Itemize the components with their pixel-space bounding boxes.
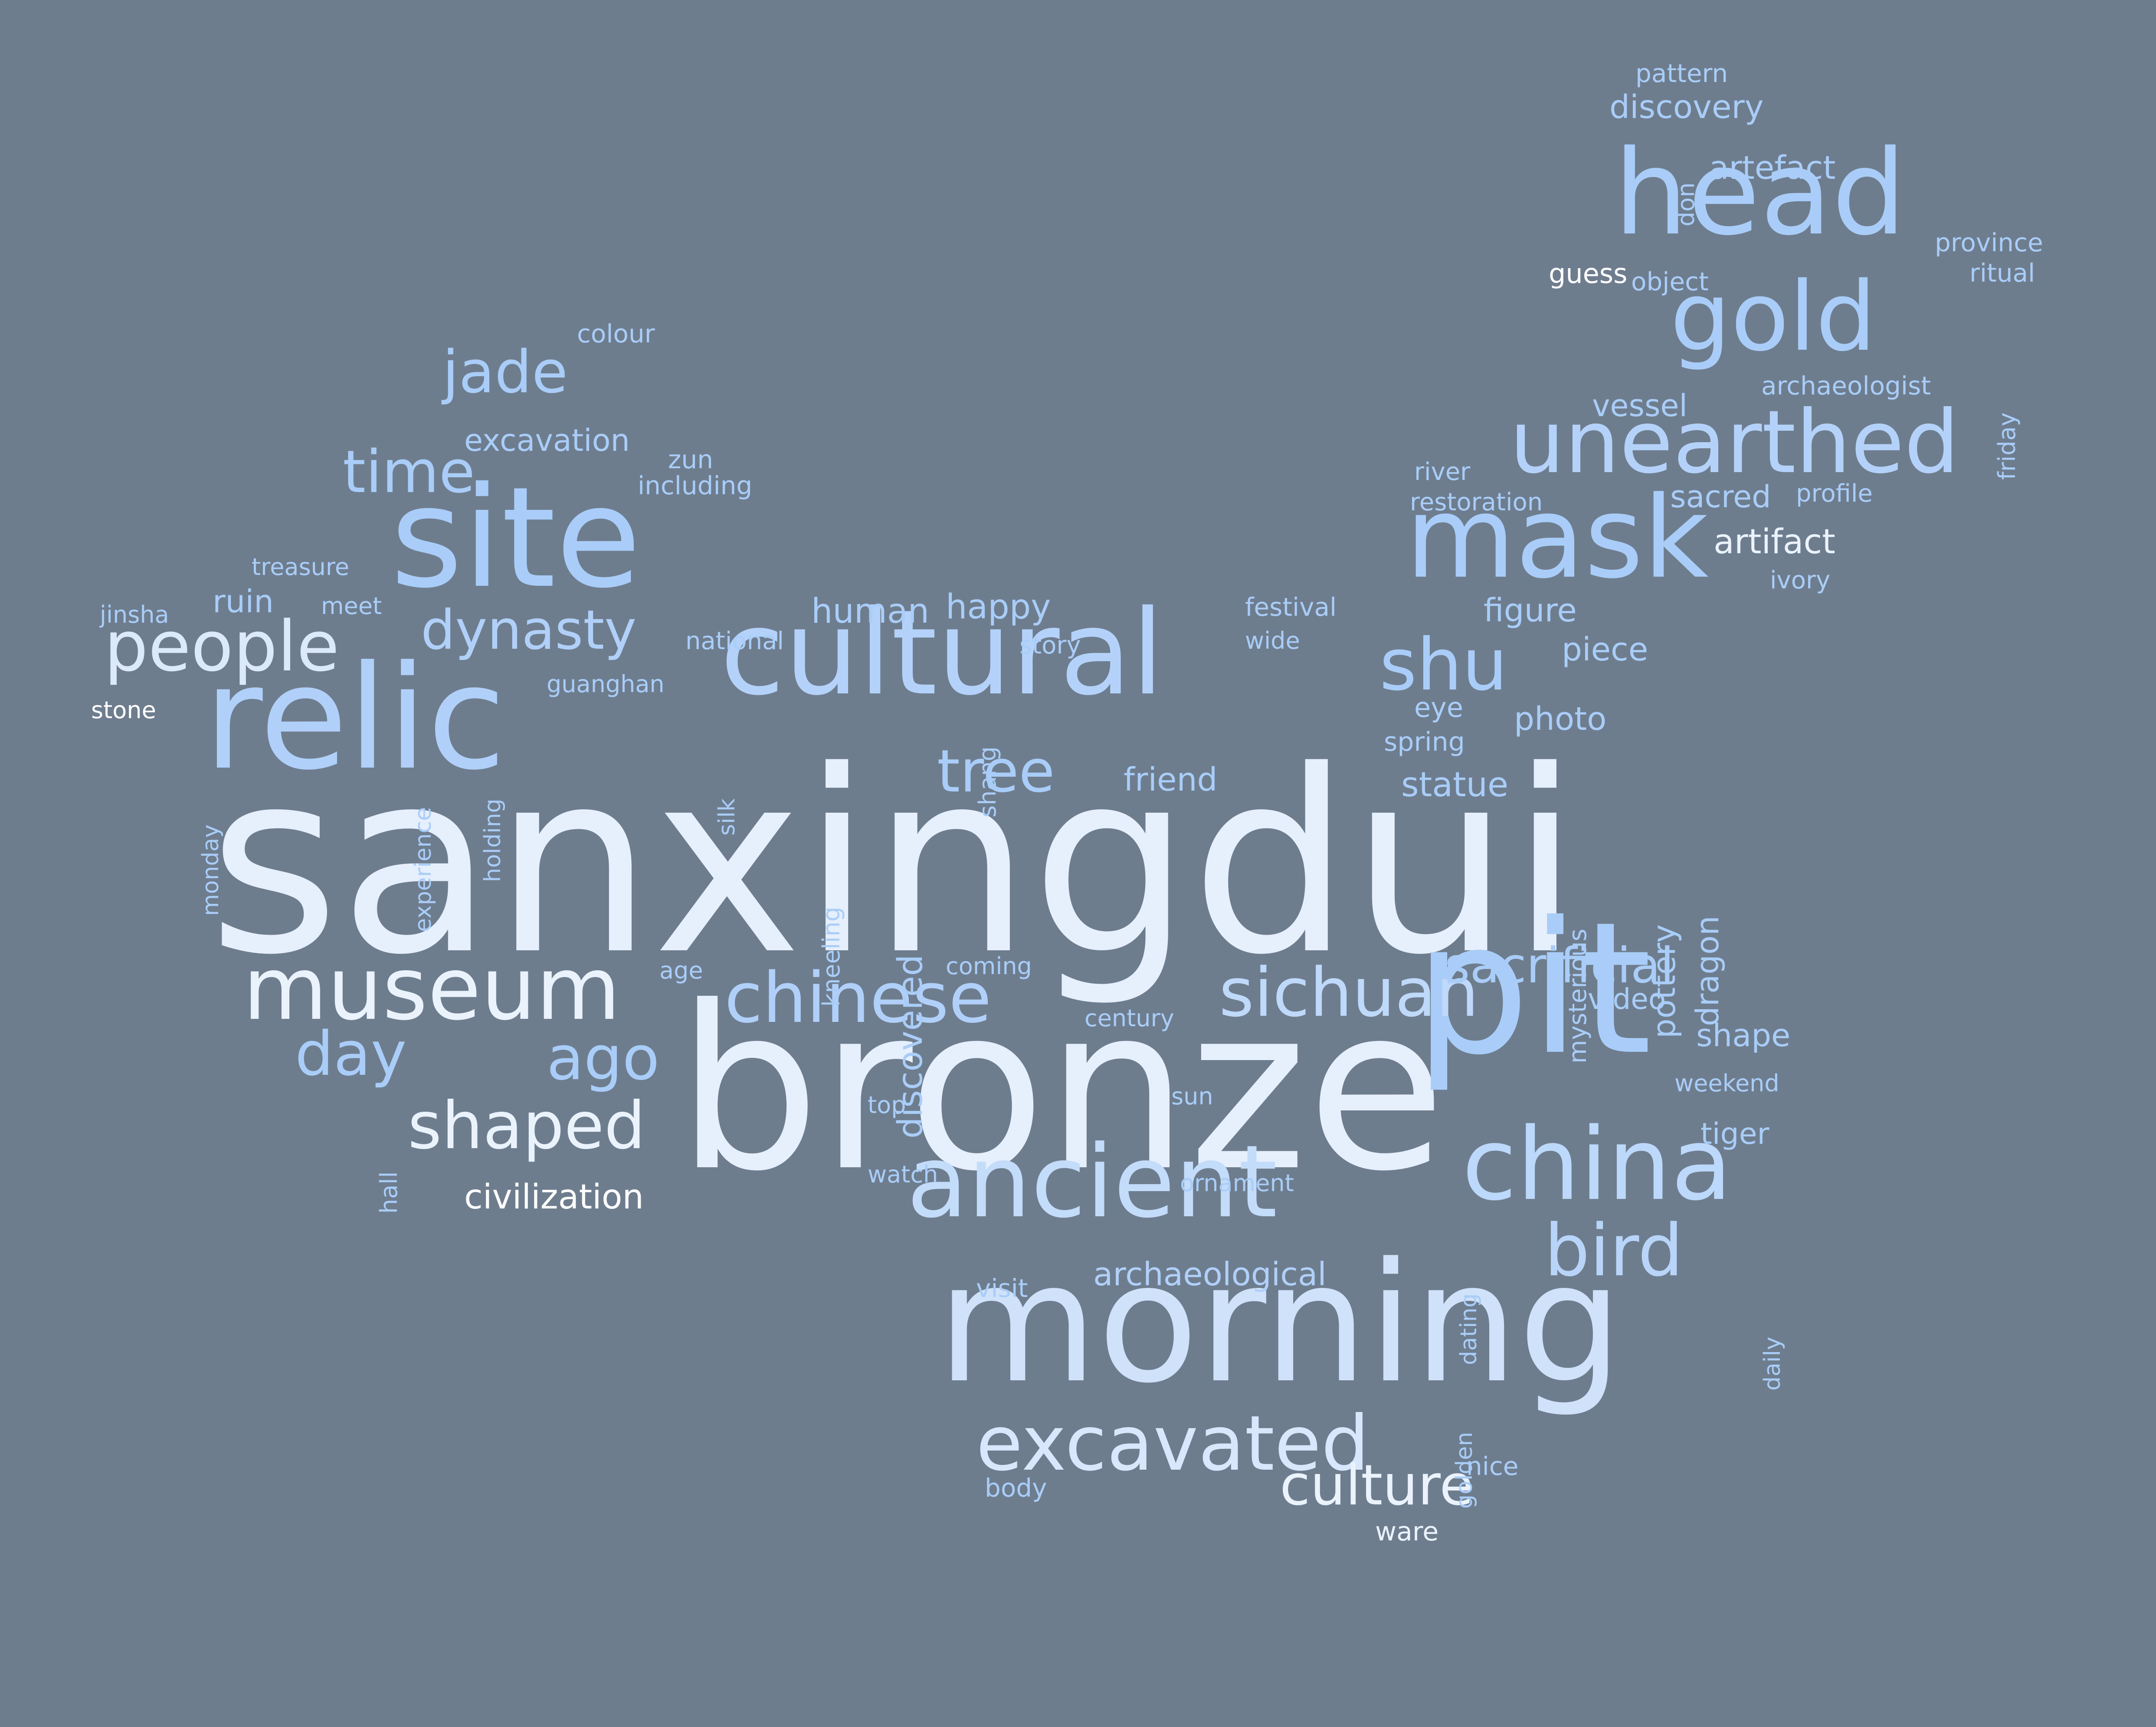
word-cultural: cultural xyxy=(720,584,1164,721)
word-happy: happy xyxy=(946,588,1051,627)
word-body: body xyxy=(985,1473,1047,1503)
word-mask: mask xyxy=(1406,473,1709,604)
word-dragon: dragon xyxy=(1689,916,1726,1026)
word-ruin: ruin xyxy=(213,583,274,620)
word-nice: nice xyxy=(1466,1451,1519,1481)
word-sichuan: sichuan xyxy=(1219,953,1479,1032)
word-gold: gold xyxy=(1670,261,1877,372)
word-object: object xyxy=(1631,267,1709,296)
word-pit: pit xyxy=(1414,883,1652,1095)
word-bronze: bronze xyxy=(677,958,1446,1221)
word-unearthed: unearthed xyxy=(1510,392,1959,493)
word-shu: shu xyxy=(1379,623,1508,706)
word-ornament: ornament xyxy=(1180,1169,1294,1197)
word-culture: culture xyxy=(1280,1453,1474,1518)
word-excavation: excavation xyxy=(464,423,630,458)
word-guanghan: guanghan xyxy=(547,670,665,698)
word-people: people xyxy=(104,606,340,687)
word-top: top xyxy=(868,1091,906,1119)
word-discovery: discovery xyxy=(1609,89,1764,126)
word-time: time xyxy=(343,438,475,506)
word-museum: museum xyxy=(243,939,621,1040)
word-piece: piece xyxy=(1562,631,1648,668)
word-artefact: artefact xyxy=(1709,149,1836,187)
word-sanxingdui: sanxingdui xyxy=(208,717,1580,1010)
word-hall: hall xyxy=(375,1171,403,1214)
word-civilization: civilization xyxy=(464,1178,644,1217)
word-meet: meet xyxy=(321,592,382,620)
word-zun: zun xyxy=(668,445,713,474)
word-pattern: pattern xyxy=(1635,59,1728,88)
word-day: day xyxy=(295,1019,407,1090)
word-shape: shape xyxy=(1696,1017,1791,1054)
word-watch: watch xyxy=(868,1161,938,1188)
word-artifact: artifact xyxy=(1714,522,1835,561)
word-friend: friend xyxy=(1124,761,1218,798)
word-tiger: tiger xyxy=(1701,1117,1769,1151)
word-stone: stone xyxy=(91,696,156,724)
word-dynasty: dynasty xyxy=(421,599,637,662)
word-jinsha: jinsha xyxy=(100,601,169,628)
word-experience: experience xyxy=(410,807,436,932)
word-sun: sun xyxy=(1171,1083,1213,1110)
word-shang: shang xyxy=(974,746,1001,818)
word-treasure: treasure xyxy=(252,553,350,581)
word-china: china xyxy=(1462,1107,1732,1223)
word-daily: daily xyxy=(1760,1336,1786,1391)
word-pottery: pottery xyxy=(1646,924,1682,1038)
word-dating: dating xyxy=(1456,1293,1482,1365)
word-age: age xyxy=(659,957,703,984)
word-monday: monday xyxy=(198,824,224,916)
word-statue: statue xyxy=(1401,765,1509,804)
word-festival: festival xyxy=(1245,592,1337,622)
word-spring: spring xyxy=(1384,727,1465,757)
word-profile: profile xyxy=(1796,479,1873,508)
word-don: don xyxy=(1672,182,1700,227)
word-jade: jade xyxy=(442,338,568,406)
word-coming: coming xyxy=(946,952,1032,980)
word-national: national xyxy=(685,627,784,655)
word-excavated: excavated xyxy=(976,1400,1370,1488)
word-holding: holding xyxy=(480,798,506,882)
word-ivory: ivory xyxy=(1770,566,1831,594)
word-kneeling: kneeling xyxy=(818,906,845,1007)
word-video: video xyxy=(1588,982,1666,1016)
word-site: site xyxy=(390,457,641,619)
word-sacred: sacred xyxy=(1670,479,1771,515)
word-ritual: ritual xyxy=(1969,258,2035,288)
word-colour: colour xyxy=(577,319,655,348)
word-restoration: restoration xyxy=(1410,488,1543,516)
word-human: human xyxy=(811,592,930,631)
word-eye: eye xyxy=(1414,692,1463,723)
word-photo: photo xyxy=(1514,700,1607,738)
word-bird: bird xyxy=(1544,1209,1684,1292)
word-chinese: chinese xyxy=(724,957,992,1038)
word-visit: visit xyxy=(976,1274,1028,1303)
word-guess: guess xyxy=(1549,258,1628,289)
word-silk: silk xyxy=(714,798,740,836)
word-archaeologist: archaeologist xyxy=(1761,371,1931,401)
word-head: head xyxy=(1614,125,1907,261)
word-century: century xyxy=(1085,1005,1174,1032)
word-mysterious: mysterious xyxy=(1564,929,1592,1064)
word-province: province xyxy=(1935,228,2043,257)
word-shaped: shaped xyxy=(408,1088,645,1164)
word-river: river xyxy=(1414,458,1471,486)
word-ancient: ancient xyxy=(907,1124,1278,1240)
word-tree: tree xyxy=(937,737,1055,805)
word-morning: morning xyxy=(937,1227,1623,1419)
word-archaeological: archaeological xyxy=(1093,1256,1327,1293)
word-story: story xyxy=(1019,631,1081,660)
word-relic: relic xyxy=(204,635,506,801)
word-sacrificial: sacrificial xyxy=(1445,938,1674,994)
word-weekend: weekend xyxy=(1674,1070,1779,1097)
word-ago: ago xyxy=(547,1023,660,1094)
word-figure: figure xyxy=(1484,592,1577,629)
word-friday: friday xyxy=(1993,412,2021,480)
word-ware: ware xyxy=(1375,1517,1439,1547)
word-including: including xyxy=(638,471,753,500)
word-wide: wide xyxy=(1245,627,1300,654)
word-vessel: vessel xyxy=(1592,388,1687,424)
